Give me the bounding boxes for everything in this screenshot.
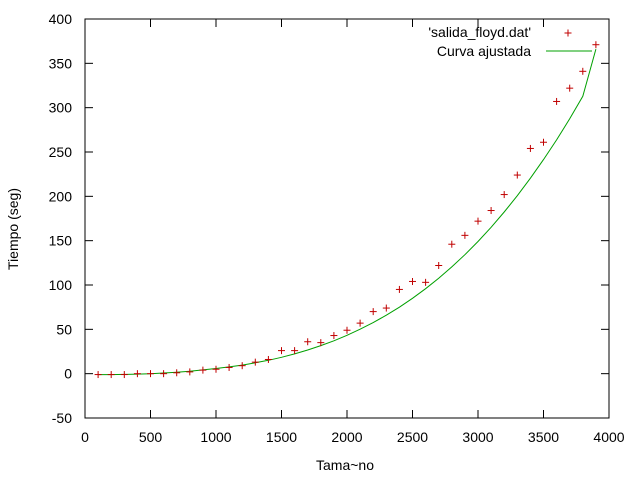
y-tick-label: 100 (49, 277, 73, 293)
data-point (133, 370, 141, 378)
data-point (540, 138, 547, 146)
data-point (120, 371, 128, 379)
x-tick-label: 3500 (528, 429, 559, 445)
data-point (107, 371, 115, 379)
legend-marker-data (564, 29, 572, 37)
data-point (225, 363, 233, 371)
y-tick-label: 50 (56, 321, 72, 337)
data-point (461, 231, 469, 239)
data-point (238, 362, 246, 370)
legend-label-fit: Curva ajustada (437, 43, 531, 59)
data-point (160, 370, 168, 378)
y-ticks: -50 0 50 100 150 200 250 300 350 400 (49, 11, 609, 426)
axes (84, 18, 610, 419)
series-line-fit (98, 48, 597, 376)
x-axis-label: Tama~no (316, 457, 374, 473)
data-point (448, 240, 456, 248)
data-point (513, 171, 521, 179)
data-point (186, 368, 194, 376)
x-tick-label: 3000 (462, 429, 493, 445)
data-point (500, 191, 508, 199)
data-point (173, 369, 181, 377)
y-tick-label: 250 (49, 144, 73, 160)
data-point (409, 277, 416, 285)
data-point (343, 326, 351, 334)
legend-label-data: 'salida_floyd.dat' (428, 24, 531, 40)
legend: 'salida_floyd.dat' Curva ajustada (428, 24, 592, 59)
data-point (264, 355, 272, 363)
y-tick-label: 350 (49, 55, 73, 71)
data-point (592, 41, 600, 49)
data-point (278, 347, 285, 355)
data-point (94, 371, 102, 379)
x-tick-label: 4000 (593, 429, 624, 445)
data-point (369, 308, 377, 316)
y-tick-label: -50 (52, 410, 72, 426)
data-point (147, 370, 154, 378)
data-point (395, 285, 403, 293)
data-point (435, 261, 443, 269)
y-tick-label: 200 (49, 188, 73, 204)
y-axis-label: Tiempo (seg) (5, 188, 21, 270)
data-point (553, 97, 561, 105)
data-point (356, 319, 364, 327)
data-point (317, 339, 325, 347)
x-tick-label: 0 (81, 429, 89, 445)
data-point (251, 358, 259, 366)
y-tick-label: 300 (49, 100, 73, 116)
data-point (382, 304, 390, 312)
data-point (526, 144, 534, 152)
data-point (566, 84, 574, 92)
data-point (212, 365, 220, 373)
x-tick-label: 2000 (331, 429, 362, 445)
data-point (330, 332, 338, 340)
plot-frame (84, 18, 610, 419)
plot-area (94, 41, 600, 379)
data-point (487, 207, 495, 215)
x-tick-label: 1000 (200, 429, 231, 445)
data-point (422, 278, 430, 286)
y-tick-label: 400 (49, 11, 73, 27)
y-tick-label: 150 (49, 233, 73, 249)
data-point (304, 338, 312, 346)
x-tick-label: 500 (139, 429, 163, 445)
x-tick-label: 1500 (266, 429, 297, 445)
x-ticks: 0 500 1000 1500 2000 2500 3000 3500 4000 (81, 19, 625, 445)
data-point (474, 217, 482, 225)
y-tick-label: 0 (64, 366, 72, 382)
data-point (291, 347, 299, 355)
data-point (579, 67, 587, 75)
x-tick-label: 2500 (397, 429, 428, 445)
data-point (199, 366, 207, 374)
